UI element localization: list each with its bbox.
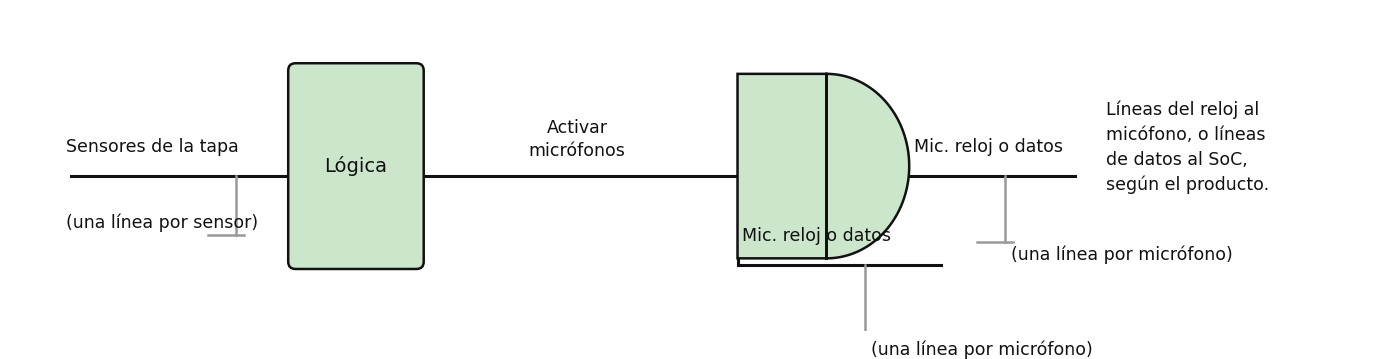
Text: Mic. reloj o datos: Mic. reloj o datos: [913, 138, 1063, 156]
Text: (una línea por micrófono): (una línea por micrófono): [870, 341, 1092, 359]
Text: Mic. reloj o datos: Mic. reloj o datos: [742, 227, 891, 245]
Text: (una línea por micrófono): (una línea por micrófono): [1010, 245, 1232, 264]
Text: Activar
micrófonos: Activar micrófonos: [528, 119, 625, 159]
Text: Sensores de la tapa: Sensores de la tapa: [67, 138, 238, 156]
Text: Líneas del reloj al
micófono, o líneas
de datos al SoC,
según el producto.: Líneas del reloj al micófono, o líneas d…: [1106, 100, 1270, 195]
FancyBboxPatch shape: [288, 63, 424, 269]
Polygon shape: [737, 74, 909, 258]
Text: Lógica: Lógica: [324, 156, 388, 176]
Text: (una línea por sensor): (una línea por sensor): [67, 214, 258, 232]
